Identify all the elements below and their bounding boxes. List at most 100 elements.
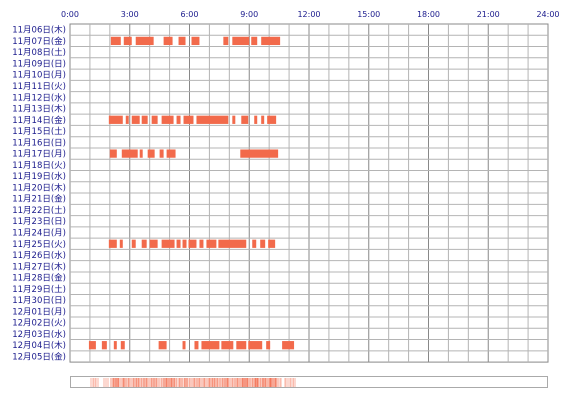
- frequency-cell: [164, 378, 167, 387]
- activity-bar: [135, 36, 154, 46]
- activity-bar: [149, 239, 158, 248]
- frequency-cell: [214, 378, 217, 387]
- frequency-cell: [159, 378, 162, 387]
- frequency-cell: [162, 378, 165, 387]
- frequency-cell: [118, 378, 121, 387]
- x-tick-label: 12:00: [297, 10, 320, 19]
- activity-bar: [109, 149, 117, 158]
- frequency-cell: [161, 378, 164, 387]
- activity-bar: [221, 341, 234, 350]
- day-label: 11月14日(金): [12, 115, 66, 126]
- frequency-cell: [293, 378, 296, 387]
- frequency-cell: [242, 378, 245, 387]
- frequency-cell: [262, 378, 265, 387]
- frequency-cell: [179, 378, 182, 387]
- frequency-cell: [283, 378, 286, 387]
- frequency-cell: [191, 378, 194, 387]
- x-tick-label: 15:00: [357, 10, 380, 19]
- frequency-cell: [225, 378, 228, 387]
- frequency-cell: [187, 378, 190, 387]
- day-label: 11月18日(火): [12, 161, 66, 171]
- frequency-cell: [238, 378, 241, 387]
- frequency-cell: [275, 378, 278, 387]
- frequency-cell: [184, 378, 187, 387]
- frequency-cell: [131, 378, 134, 387]
- frequency-cell: [227, 378, 230, 387]
- frequency-cell: [273, 378, 276, 387]
- frequency-cell: [186, 378, 189, 387]
- frequency-cell: [280, 378, 283, 387]
- activity-bar: [248, 341, 263, 350]
- frequency-cell: [210, 378, 213, 387]
- frequency-cell: [222, 378, 225, 387]
- day-label: 11月06日(木): [12, 25, 66, 36]
- frequency-cell: [288, 378, 291, 387]
- day-label: 12月05日(金): [12, 351, 66, 362]
- frequency-cell: [172, 378, 175, 387]
- activity-bar: [141, 115, 148, 124]
- day-label: 11月27日(木): [12, 261, 66, 272]
- frequency-cell: [113, 378, 116, 387]
- activity-bar: [161, 239, 175, 248]
- activity-bar: [131, 115, 140, 124]
- frequency-cell: [189, 378, 192, 387]
- frequency-cell: [270, 378, 273, 387]
- frequency-cell: [174, 378, 177, 387]
- frequency-cell: [285, 378, 288, 387]
- frequency-cell: [215, 378, 218, 387]
- activity-bar: [120, 341, 125, 350]
- day-label: 11月24日(月): [12, 228, 66, 238]
- frequency-cell: [224, 378, 227, 387]
- frequency-cell: [255, 378, 258, 387]
- frequency-cell: [103, 378, 106, 387]
- day-label: 11月07日(金): [12, 36, 66, 47]
- activity-bar: [261, 115, 265, 124]
- frequency-cell: [136, 378, 139, 387]
- daily-frequency-strip: [70, 376, 548, 388]
- x-tick-label: 21:00: [477, 10, 500, 19]
- day-label: 11月30日(日): [12, 296, 66, 306]
- day-label: 11月25日(火): [12, 240, 66, 250]
- activity-bar: [141, 239, 147, 248]
- activity-bar: [223, 36, 229, 46]
- frequency-cell: [139, 378, 142, 387]
- frequency-cell: [199, 378, 202, 387]
- frequency-cell: [143, 378, 146, 387]
- activity-bar: [108, 239, 117, 248]
- frequency-cell: [154, 378, 157, 387]
- frequency-cell: [202, 378, 205, 387]
- activity-bar: [199, 239, 204, 248]
- frequency-cell: [152, 378, 156, 387]
- frequency-cell: [230, 378, 233, 387]
- frequency-cell: [96, 378, 99, 387]
- frequency-cell: [237, 378, 240, 387]
- frequency-cell: [271, 378, 275, 387]
- frequency-cell: [253, 378, 256, 387]
- frequency-cell: [267, 378, 270, 387]
- day-label: 11月16日(日): [12, 138, 66, 148]
- frequency-cell: [260, 378, 263, 387]
- frequency-cell: [181, 378, 184, 387]
- activity-bar: [125, 115, 129, 124]
- day-label: 11月20日(木): [12, 182, 66, 193]
- frequency-cell: [197, 378, 200, 387]
- frequency-cell: [278, 378, 281, 387]
- frequency-cell: [111, 378, 114, 387]
- frequency-cell: [250, 378, 253, 387]
- frequency-cell: [195, 378, 198, 387]
- activity-bar: [232, 36, 250, 46]
- frequency-cell: [146, 378, 149, 387]
- frequency-cell: [220, 378, 223, 387]
- activity-bar: [194, 341, 199, 350]
- frequency-cell: [286, 378, 289, 387]
- frequency-cell: [126, 378, 129, 387]
- frequency-cell: [106, 378, 109, 387]
- x-tick-label: 0:00: [61, 10, 79, 19]
- activity-bar: [176, 239, 181, 248]
- activity-bar: [163, 36, 173, 46]
- activity-bar: [191, 36, 200, 46]
- activity-bar: [218, 239, 247, 248]
- frequency-cell: [95, 378, 98, 387]
- activity-bar: [131, 239, 136, 248]
